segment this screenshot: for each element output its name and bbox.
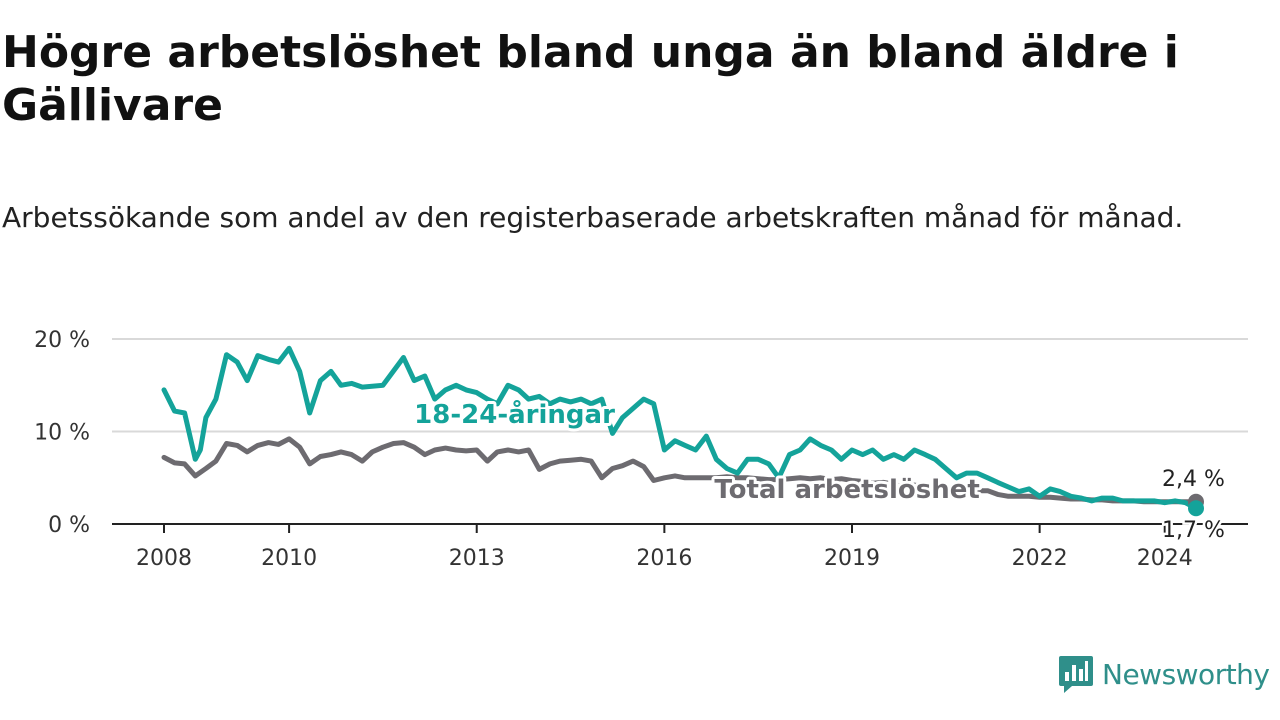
grid-lines <box>112 338 1248 433</box>
series-labels: 18-24-åringar Total arbetslöshet 2,4 % 1… <box>411 395 1227 545</box>
chart-subtitle: Arbetssökande som andel av den registerb… <box>2 201 1184 234</box>
axes: 0 % 10 % 20 % 2008 2010 2013 2016 2019 2022 2024 <box>34 328 1248 571</box>
x-tick-label: 2010 <box>261 546 317 571</box>
newsworthy-brand: Newsworthy <box>1058 654 1270 694</box>
x-tick-label: 2019 <box>824 546 880 571</box>
end-value-youth: 1,7 % <box>1162 518 1225 543</box>
x-tick-label: 2016 <box>636 546 692 571</box>
y-tick-label: 20 % <box>34 328 90 353</box>
x-tick-label: 2022 <box>1012 546 1068 571</box>
brand-name: Newsworthy <box>1102 657 1270 691</box>
chart-title: Högre arbetslöshet bland unga än bland ä… <box>2 27 1179 131</box>
x-tick-label: 2024 <box>1137 546 1193 571</box>
y-tick-label: 0 % <box>48 513 90 538</box>
y-tick-label: 10 % <box>34 421 90 446</box>
end-value-total: 2,4 % <box>1162 467 1225 492</box>
series-lines <box>161 345 1204 517</box>
x-tick-label: 2008 <box>136 546 192 571</box>
x-tick-label: 2013 <box>449 546 505 571</box>
end-dot-youth <box>1188 500 1204 517</box>
series-line-youth <box>161 345 1199 511</box>
series-label-total: Total arbetslöshet <box>714 475 979 505</box>
series-line-total <box>161 436 1199 505</box>
newsworthy-logo-icon <box>1059 656 1093 693</box>
series-label-youth: 18-24-åringar <box>414 398 615 430</box>
